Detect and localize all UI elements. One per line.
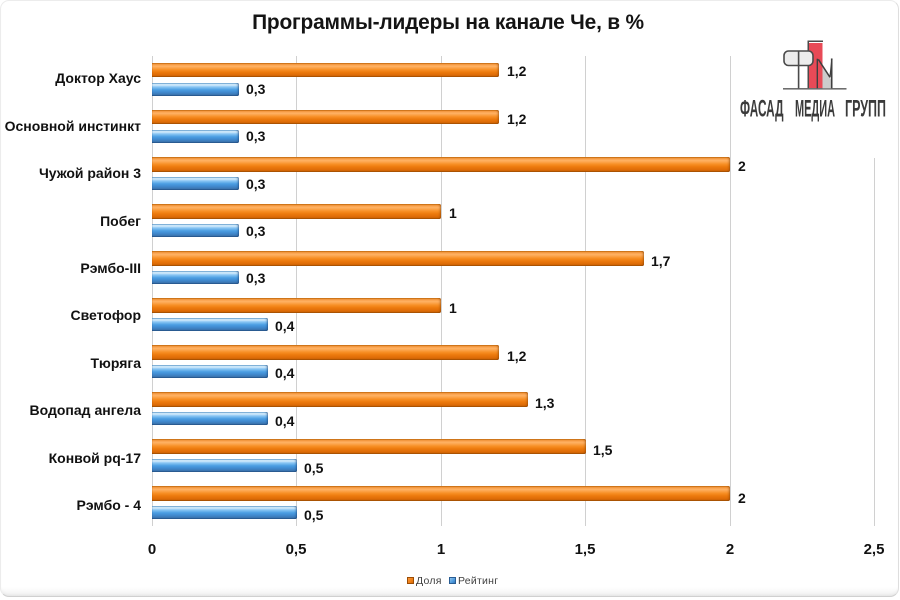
svg-text:МЕДИА: МЕДИА [795,96,835,123]
svg-text:ГРУПП: ГРУПП [845,96,886,123]
svg-text:ФАСАД: ФАСАД [740,96,784,123]
